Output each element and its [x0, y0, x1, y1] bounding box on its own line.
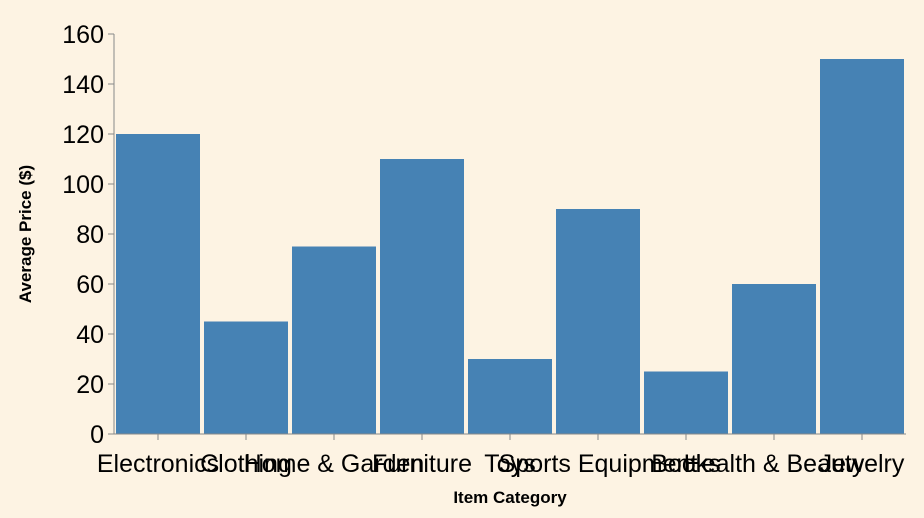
bar	[204, 321, 288, 434]
y-axis: 0 20 40 60 80 100 120 140 160	[62, 21, 115, 449]
y-tick-label: 120	[62, 121, 104, 149]
y-axis-title: Average Price ($)	[16, 165, 35, 303]
y-tick-label: 20	[76, 371, 104, 399]
y-tick-label: 160	[62, 21, 104, 49]
bar	[380, 159, 464, 434]
bar	[644, 371, 728, 434]
x-tick-label: Furniture	[372, 450, 472, 478]
y-tick-label: 100	[62, 171, 104, 199]
bar	[116, 134, 200, 434]
y-tick-label: 40	[76, 321, 104, 349]
x-axis-title: Item Category	[453, 488, 567, 507]
bar	[820, 59, 904, 434]
y-tick-label: 140	[62, 71, 104, 99]
bar	[292, 246, 376, 434]
x-tick-label: Toys	[484, 450, 535, 478]
y-tick-label: 0	[90, 421, 104, 449]
y-tick-label: 80	[76, 221, 104, 249]
x-tick-label: Home & Garden	[244, 450, 425, 478]
x-tick-label: Sports Equipment	[499, 450, 698, 478]
bar	[732, 284, 816, 434]
x-tick-label: Health & Beauty	[684, 450, 865, 478]
bar	[468, 359, 552, 434]
y-tick-label: 60	[76, 271, 104, 299]
x-tick-label: Electronics	[97, 450, 219, 478]
bar	[556, 209, 640, 434]
x-tick-label: Jewelry	[820, 450, 905, 478]
x-tick-label: Clothing	[200, 450, 292, 478]
x-tick-label: Books	[651, 450, 720, 478]
bars-group	[116, 59, 904, 434]
plot-area: 0 20 40 60 80 100 120 140 160 ElectronicsClothin…	[62, 21, 906, 478]
